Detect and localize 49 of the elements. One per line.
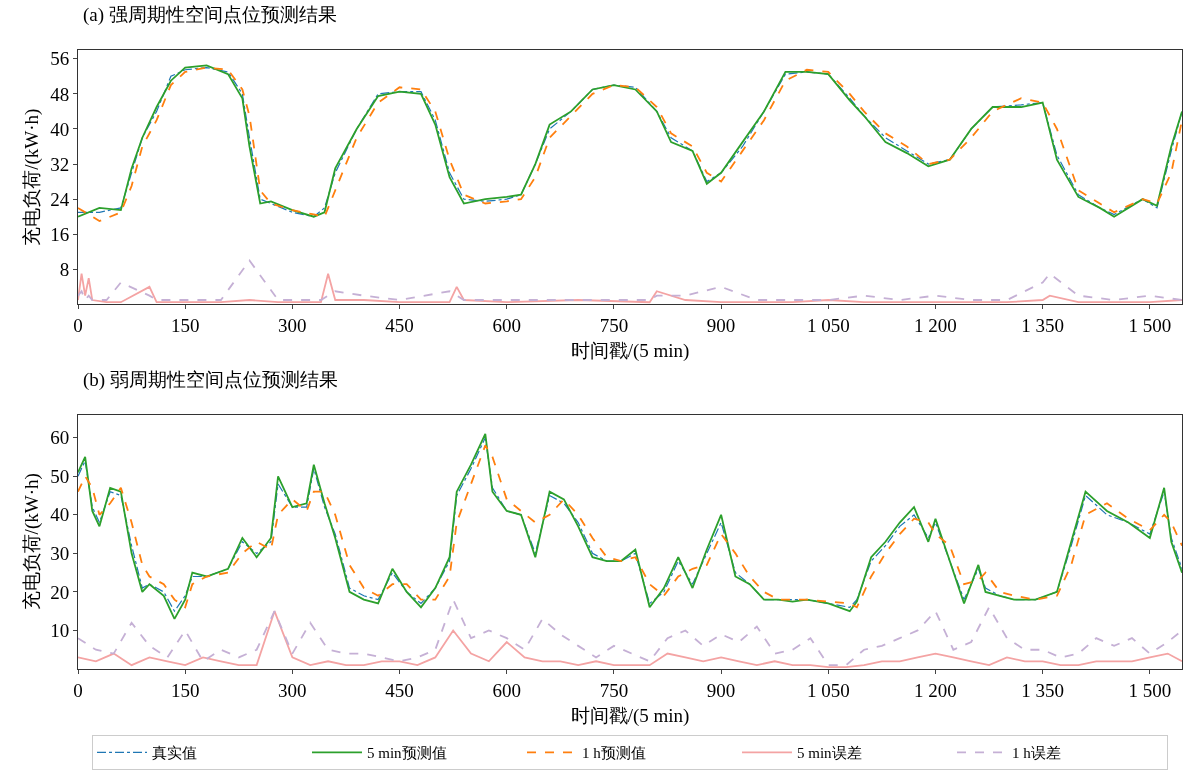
x-tick-label: 600 <box>492 679 521 701</box>
y-tick-label: 50 <box>50 465 70 487</box>
y-tick-label: 60 <box>50 427 70 449</box>
y-tick-label: 32 <box>50 153 70 175</box>
x-tick-label: 750 <box>599 679 629 701</box>
y-tick-label: 30 <box>50 543 70 565</box>
x-tick-label: 450 <box>385 315 414 337</box>
line-series <box>78 272 1182 304</box>
chart-title: (b) 弱周期性空间点位预测结果 <box>83 369 338 391</box>
y-tick-label: 16 <box>50 223 70 245</box>
y-tick-label: 48 <box>50 83 70 105</box>
x-tick-label: 900 <box>706 315 736 337</box>
x-tick-label: 1 050 <box>806 679 850 701</box>
line-series <box>78 610 1182 668</box>
y-tick-label: 56 <box>50 48 70 70</box>
x-tick-label: 300 <box>278 315 307 337</box>
legend-label: 真实值 <box>152 745 197 762</box>
legend-label: 1 h预测值 <box>582 745 646 762</box>
x-tick-label: 750 <box>599 315 629 337</box>
x-tick-label: 450 <box>385 679 414 701</box>
x-tick-label: 1 200 <box>914 679 957 701</box>
x-tick-label: 150 <box>170 679 200 701</box>
y-axis-title: 充电负荷/(kW·h) <box>21 473 44 611</box>
x-tick-label: 300 <box>278 679 307 701</box>
y-axis-title: 充电负荷/(kW·h) <box>21 108 44 246</box>
x-tick-label: 1 200 <box>914 315 957 337</box>
y-tick-label: 8 <box>59 258 70 280</box>
x-tick-label: 600 <box>492 315 521 337</box>
x-tick-label: 1 500 <box>1128 679 1172 701</box>
y-tick-label: 10 <box>50 620 70 642</box>
x-tick-label: 1 350 <box>1021 315 1065 337</box>
x-axis-title: 时间戳/(5 min) <box>570 704 690 727</box>
legend-label: 5 min误差 <box>797 745 862 762</box>
y-tick-label: 20 <box>50 581 70 603</box>
x-tick-label: 900 <box>706 679 736 701</box>
legend-label: 5 min预测值 <box>367 745 447 762</box>
x-tick-label: 150 <box>170 315 200 337</box>
x-tick-label: 0 <box>73 315 83 337</box>
x-tick-label: 1 050 <box>806 315 850 337</box>
chart-title: (a) 强周期性空间点位预测结果 <box>83 4 337 26</box>
y-tick-label: 40 <box>50 504 70 526</box>
x-axis-title: 时间戳/(5 min) <box>570 340 690 363</box>
line-series <box>78 259 1182 301</box>
x-tick-label: 1 500 <box>1128 315 1172 337</box>
y-tick-label: 24 <box>50 188 70 210</box>
legend-label: 1 h误差 <box>1012 745 1061 762</box>
x-tick-label: 0 <box>73 679 83 701</box>
y-tick-label: 40 <box>50 118 70 140</box>
x-tick-label: 1 350 <box>1021 679 1065 701</box>
